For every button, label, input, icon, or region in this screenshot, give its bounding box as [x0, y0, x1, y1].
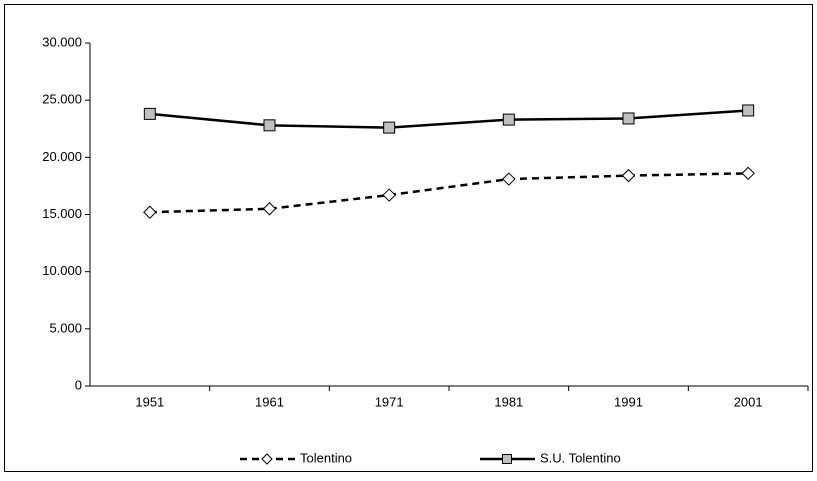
y-tick-label: 20.000 [42, 149, 82, 164]
x-tick-label: 1981 [494, 394, 523, 409]
marker [143, 107, 156, 120]
x-tick-label: 1971 [375, 394, 404, 409]
y-tick-label: 25.000 [42, 92, 82, 107]
marker [263, 119, 276, 132]
marker [502, 113, 515, 126]
marker [622, 112, 635, 125]
marker [502, 172, 516, 186]
legend-label: S.U. Tolentino [540, 450, 621, 465]
y-tick-label: 10.000 [42, 263, 82, 278]
x-tick-label: 2001 [734, 394, 763, 409]
marker [741, 166, 755, 181]
marker [742, 104, 755, 117]
marker [382, 188, 396, 202]
marker [262, 202, 277, 216]
y-tick-label: 5.000 [49, 320, 82, 335]
marker [143, 205, 157, 219]
legend-marker [502, 454, 512, 464]
marker [621, 168, 636, 183]
x-tick-label: 1961 [255, 394, 284, 409]
legend-marker [261, 453, 273, 465]
y-tick-label: 0 [75, 377, 82, 392]
series-line [149, 172, 749, 214]
legend-label: Tolentino [300, 450, 352, 465]
x-tick-label: 1951 [135, 394, 164, 409]
marker [383, 121, 396, 134]
x-tick-label: 1991 [614, 394, 643, 409]
series-line [149, 109, 749, 129]
y-tick-label: 30.000 [42, 34, 82, 49]
chart-border [4, 4, 813, 472]
y-tick-label: 15.000 [42, 206, 82, 221]
